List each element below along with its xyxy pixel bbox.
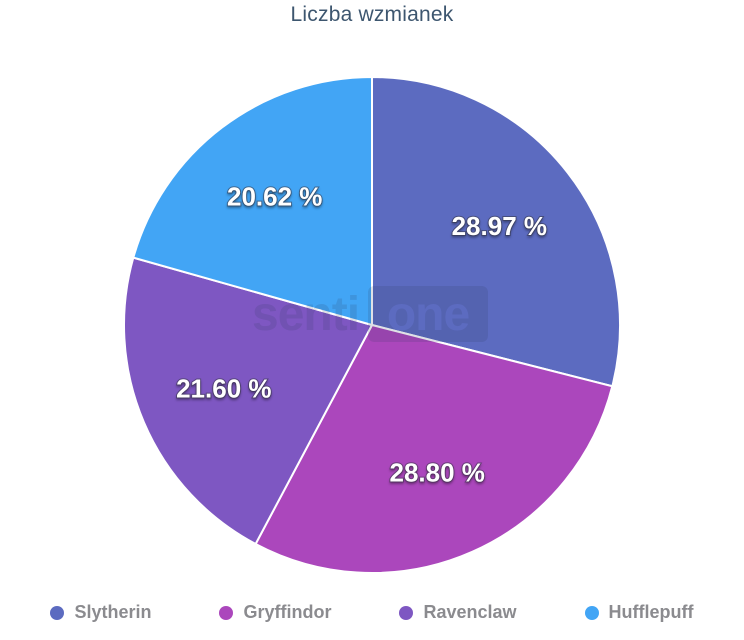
legend-item-gryffindor[interactable]: Gryffindor <box>219 602 331 623</box>
legend-marker-hufflepuff <box>584 605 599 620</box>
pie-label-gryffindor: 28.80 % <box>389 457 484 487</box>
chart-title: Liczba wzmianek <box>290 3 454 26</box>
pie-label-slytherin: 28.97 % <box>452 211 547 241</box>
pie-slice-hufflepuff[interactable] <box>132 76 373 326</box>
pie-slice-ravenclaw[interactable] <box>123 256 373 545</box>
legend-label-ravenclaw: Ravenclaw <box>423 602 517 622</box>
pie-label-hufflepuff: 20.62 % <box>227 182 322 212</box>
pie-slice-gryffindor[interactable] <box>254 324 614 574</box>
legend-item-hufflepuff[interactable]: Hufflepuff <box>584 602 694 623</box>
chart-legend: Slytherin Gryffindor Ravenclaw Hufflepuf… <box>0 602 744 623</box>
legend-marker-ravenclaw <box>399 605 414 620</box>
pie-slice-slytherin[interactable] <box>371 76 621 388</box>
legend-marker-slytherin <box>50 605 65 620</box>
legend-label-gryffindor: Gryffindor <box>243 602 332 622</box>
legend-label-hufflepuff: Hufflepuff <box>608 602 694 622</box>
legend-marker-gryffindor <box>219 605 234 620</box>
legend-item-ravenclaw[interactable]: Ravenclaw <box>399 602 517 623</box>
legend-item-slytherin[interactable]: Slytherin <box>50 602 151 623</box>
pie-label-ravenclaw: 21.60 % <box>176 373 271 403</box>
pie-chart-svg: 28.97 % 28.80 % 21.60 % 20.62 % <box>123 76 621 574</box>
legend-label-slytherin: Slytherin <box>74 602 152 622</box>
